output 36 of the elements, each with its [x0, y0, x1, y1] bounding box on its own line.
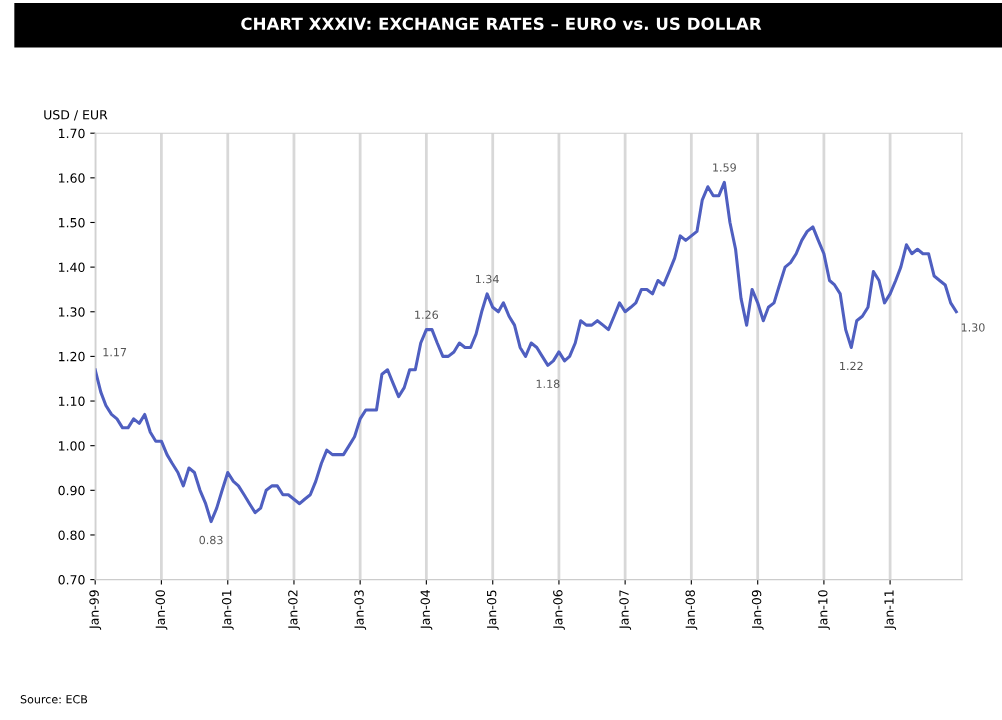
x-tick-label: Jan-10	[818, 590, 830, 630]
x-tick-label: Jan-08	[685, 590, 698, 630]
y-tick-label: 1.00	[59, 441, 85, 451]
x-tick-label: Jan-99	[89, 590, 102, 630]
x-tick-label: Jan-07	[619, 590, 632, 630]
annotation: 1.18	[536, 379, 560, 388]
x-tick-label: Jan-02	[288, 590, 300, 630]
annotation: 1.34	[475, 274, 499, 284]
x-tick-label: Jan-01	[221, 590, 234, 630]
y-tick-label: 1.50	[59, 217, 85, 228]
annotation: 1.59	[713, 163, 736, 172]
source-note: Source: ECB	[20, 695, 88, 704]
annotation: 1.30	[961, 323, 985, 332]
y-tick-label: 1.20	[59, 351, 85, 362]
line-series	[95, 180, 958, 524]
y-tick-label: 0.70	[58, 575, 85, 585]
x-tick-label: Jan-00	[155, 590, 168, 630]
annotation: 1.17	[103, 348, 127, 357]
annotation: 1.22	[840, 361, 863, 370]
x-tick-label: Jan-09	[751, 590, 764, 630]
y-tick-label: 1.70	[59, 128, 85, 139]
y-tick-label: 1.40	[59, 262, 85, 273]
y-tick-label: 0.90	[58, 485, 85, 496]
y-tick-label: 0.80	[58, 530, 85, 540]
x-tick-label: Jan-05	[486, 590, 499, 630]
y-tick-label: 1.30	[59, 307, 85, 317]
x-tick-label: Jan-11	[884, 590, 897, 630]
chart-title: CHART XXXIV: EXCHANGE RATES – EURO vs. US DOLLAR	[241, 17, 762, 31]
y-tick-label: 1.10	[59, 396, 85, 406]
y-tick-label: 1.60	[59, 173, 85, 183]
annotation: 0.83	[199, 535, 223, 545]
x-tick-label: Jan-04	[420, 590, 433, 630]
x-tick-label: Jan-03	[354, 590, 367, 630]
annotation: 1.26	[415, 310, 439, 319]
y-axis-title: USD / EUR	[44, 110, 108, 121]
x-tick-label: Jan-06	[553, 590, 565, 630]
